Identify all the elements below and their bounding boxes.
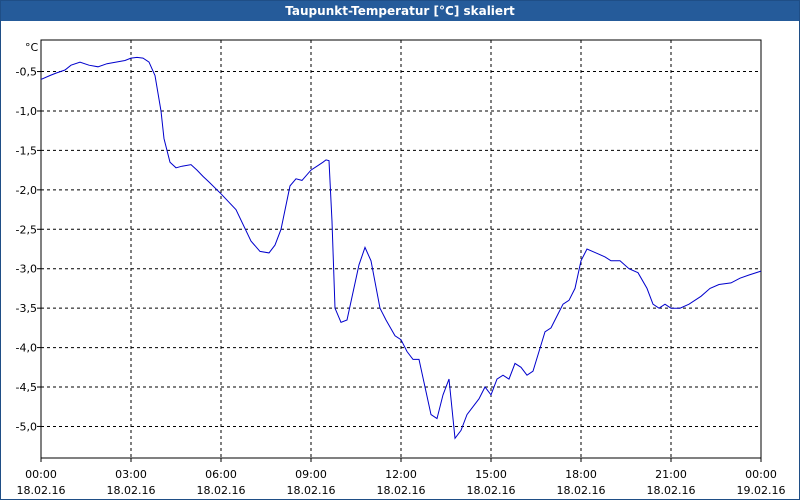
x-tick-date: 18.02.16 xyxy=(287,484,336,497)
series-group xyxy=(40,56,762,440)
y-tick-label: -2,0 xyxy=(16,184,37,197)
x-tick-time: 00:00 xyxy=(25,468,57,481)
x-tick-date: 18.02.16 xyxy=(197,484,246,497)
dewpoint-line-chart: -0,5 -1,0 -1,5 -2,0 -2,5 -3,0 -3,5 -4,0 -4,5 -5,0… xyxy=(16,39,786,497)
x-tick-time: 00:00 xyxy=(745,468,777,481)
y-tick-label: -2,5 xyxy=(16,223,37,236)
x-tick-time: 03:00 xyxy=(115,468,147,481)
x-tick-time: 06:00 xyxy=(205,468,237,481)
y-tick-label: -1,5 xyxy=(16,144,37,157)
x-tick-date: 18.02.16 xyxy=(17,484,66,497)
x-tick-time: 09:00 xyxy=(295,468,327,481)
y-tick-label: -0,5 xyxy=(16,66,37,79)
y-tick-label: -4,0 xyxy=(16,342,37,355)
x-tick-time: 21:00 xyxy=(655,468,687,481)
y-tick-label: -5,0 xyxy=(16,420,37,433)
dewpoint-series-line xyxy=(40,56,762,440)
y-axis-unit: °C xyxy=(25,41,39,54)
x-axis: 00:00 18.02.16 03:00 18.02.16 06:00 18.02.16 0… xyxy=(17,458,786,497)
x-tick-date: 19.02.16 xyxy=(737,484,786,497)
x-tick-time: 15:00 xyxy=(475,468,507,481)
y-tick-label: -1,0 xyxy=(16,105,37,118)
x-tick-time: 12:00 xyxy=(385,468,417,481)
x-tick-date: 18.02.16 xyxy=(107,484,156,497)
y-tick-label: -3,5 xyxy=(16,302,37,315)
chart-title: Taupunkt-Temperatur [°C] skaliert xyxy=(1,1,799,21)
x-tick-date: 18.02.16 xyxy=(377,484,426,497)
y-tick-label: -3,0 xyxy=(16,263,37,276)
y-axis: -0,5 -1,0 -1,5 -2,0 -2,5 -3,0 -3,5 -4,0 -4,5 -5,0 xyxy=(16,66,41,433)
x-tick-time: 18:00 xyxy=(565,468,597,481)
x-tick-date: 18.02.16 xyxy=(557,484,606,497)
x-tick-date: 18.02.16 xyxy=(647,484,696,497)
y-tick-label: -4,5 xyxy=(16,381,37,394)
x-tick-date: 18.02.16 xyxy=(467,484,516,497)
